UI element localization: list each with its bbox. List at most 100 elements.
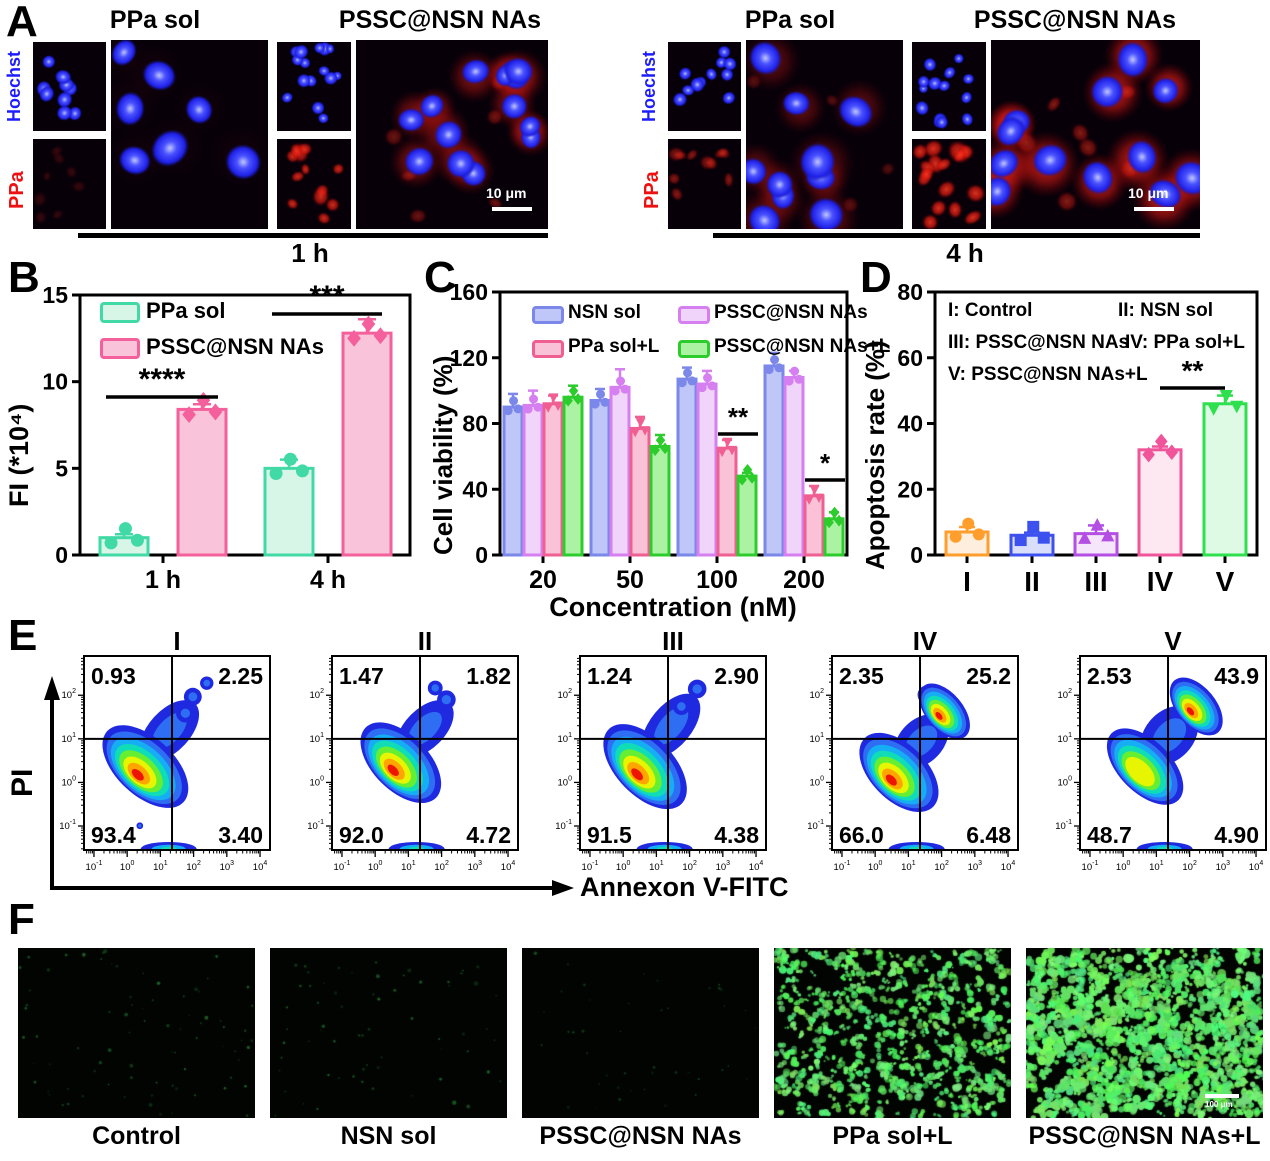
quadrant-upper-right: 2.90: [714, 663, 759, 689]
y-tick-label: 40: [462, 476, 488, 502]
bar: [629, 426, 651, 557]
f-label-nsn-sol: NSN sol: [340, 1122, 437, 1150]
data-point: [742, 463, 753, 476]
time-label-1h: 1 h: [291, 238, 329, 268]
fluorescence-image-nsn-sol: [270, 948, 507, 1118]
data-point: [590, 399, 600, 409]
legend-swatch-nsn-sol: [532, 306, 564, 324]
data-point: [361, 315, 376, 333]
fluorescence-image-pssc-nas: [522, 948, 759, 1118]
data-point: [182, 406, 196, 424]
data-point: [790, 366, 800, 376]
y-tick-label: 101: [62, 732, 77, 745]
bar: [589, 398, 611, 557]
time-label-4h: 4 h: [946, 238, 984, 268]
y-tick-label: 10-1: [807, 819, 824, 832]
y-tick-label: 10-1: [307, 819, 324, 832]
legend-label-pssc-l: PSSC@NSN NAs+L: [714, 336, 891, 357]
quadrant-lower-right: 4.38: [714, 822, 759, 848]
legend-swatch-pssc: [100, 338, 140, 359]
micrograph-merge-ppasol-4h: [746, 40, 903, 229]
y-tick-label: 160: [450, 279, 488, 305]
data-point: [717, 447, 728, 458]
y-tick-label: 120: [450, 345, 488, 371]
legend-line-pssc-nas: III: PSSC@NSN NAs: [948, 332, 1130, 353]
data-point: [573, 393, 583, 405]
flow-frame: [83, 655, 271, 851]
y-tick-label: 102: [310, 688, 325, 701]
data-point: [697, 383, 707, 393]
fluorescence-image-ppa-sol-l: [774, 948, 1011, 1118]
flow-plot-2: II 1.47 1.82 92.0 4.72 10-1 100 101 102 103 104 102…: [307, 626, 519, 873]
significance-label: ***: [309, 280, 344, 313]
quadrant-upper-right: 43.9: [1214, 663, 1259, 689]
data-point: [804, 495, 815, 505]
y-tick-label: 101: [810, 732, 825, 745]
significance-label: **: [1182, 355, 1204, 386]
x-tick-label: 101: [649, 860, 664, 873]
quadrant-upper-left: 2.53: [1087, 663, 1132, 689]
y-tick-label: 80: [462, 411, 488, 437]
significance-label: **: [728, 402, 749, 432]
data-point: [1207, 403, 1221, 416]
flow-frame: [331, 655, 519, 851]
x-tick-label: 10-1: [86, 860, 103, 873]
x-tick-label: 100: [120, 860, 135, 873]
micrograph-hoechst-pssc-1h: [277, 42, 351, 131]
data-point: [1142, 446, 1155, 463]
y-tick-label: 0: [910, 542, 923, 568]
bar: [803, 494, 825, 557]
data-point: [533, 402, 543, 412]
data-point: [283, 452, 297, 466]
micrograph-ppa-pssc-1h: [277, 139, 351, 229]
f-label-pssc-nas: PSSC@NSN NAs: [539, 1122, 742, 1150]
data-point: [196, 391, 211, 409]
x-tick-label: 101: [153, 860, 168, 873]
x-tick-label: 103: [1216, 860, 1231, 873]
column-label-pssc-4h: PSSC@NSN NAs: [973, 6, 1177, 34]
data-point: [1078, 531, 1092, 544]
y-tick-label: 102: [62, 688, 77, 701]
y-tick-label: 10-1: [1055, 819, 1072, 832]
quadrant-lower-right: 4.72: [466, 822, 511, 848]
bar: [649, 445, 671, 557]
data-point: [949, 530, 962, 543]
data-point: [130, 533, 144, 547]
y-tick-label: 10: [42, 369, 68, 395]
flow-plot-1: I 0.93 2.25 93.4 3.40 10-1 100 101 102 103 104 102 1…: [59, 626, 271, 873]
data-point: [1014, 534, 1027, 547]
bar: [502, 405, 524, 557]
quadrant-upper-right: 1.82: [466, 663, 511, 689]
micrograph-merge-ppasol-1h: [111, 40, 268, 229]
data-point: [722, 437, 733, 448]
data-point: [770, 355, 780, 365]
quadrant-upper-right: 25.2: [966, 663, 1011, 689]
column-label-pssc-1h: PSSC@NSN NAs: [338, 6, 542, 34]
x-tick-label: 100: [696, 566, 738, 594]
panel-d-label: D: [860, 253, 892, 302]
legend-swatch-ppa-sol-l: [532, 340, 564, 358]
data-point: [774, 363, 784, 373]
row-label-ppa-4h: PPa: [641, 171, 663, 209]
data-point: [347, 329, 361, 347]
data-point: [208, 403, 223, 421]
quadrant-upper-right: 2.25: [218, 663, 263, 689]
x-tick-label: 20: [529, 566, 557, 594]
micrograph-merge-pssc-1h: [356, 40, 548, 229]
x-tick-label: 103: [468, 860, 483, 873]
scale-bar-1h: [492, 207, 532, 211]
data-point: [373, 327, 388, 345]
data-point: [630, 427, 641, 438]
x-tick-label: 100: [368, 860, 383, 873]
data-point: [707, 381, 717, 391]
flow-plot-area: [859, 683, 970, 850]
x-tick-label: 1 h: [145, 566, 181, 594]
legend-swatch-pssc-nas: [678, 306, 710, 324]
x-tick-label: V: [1216, 566, 1235, 597]
data-point: [809, 485, 820, 495]
data-point: [616, 376, 626, 386]
data-point: [1165, 444, 1179, 460]
y-tick-label: 10-1: [59, 819, 76, 832]
legend-line-pssc-l: V: PSSC@NSN NAs+L: [948, 364, 1148, 385]
x-tick-label: 103: [968, 860, 983, 873]
